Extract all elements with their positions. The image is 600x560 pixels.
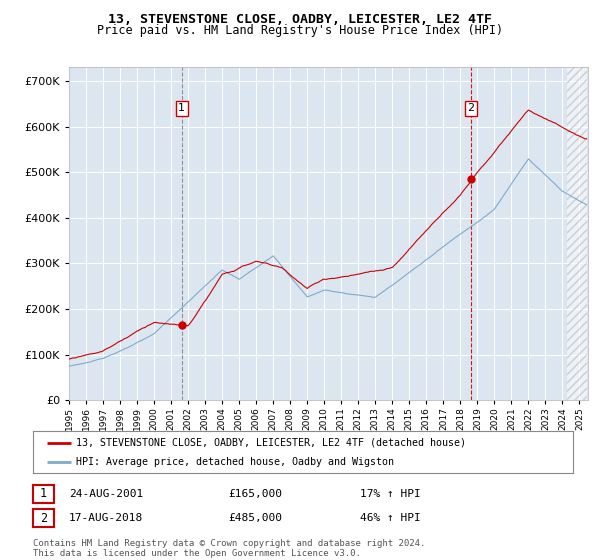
Text: £485,000: £485,000: [228, 513, 282, 523]
Text: 13, STEVENSTONE CLOSE, OADBY, LEICESTER, LE2 4TF: 13, STEVENSTONE CLOSE, OADBY, LEICESTER,…: [108, 13, 492, 26]
Text: 17% ↑ HPI: 17% ↑ HPI: [360, 489, 421, 499]
Text: 13, STEVENSTONE CLOSE, OADBY, LEICESTER, LE2 4TF (detached house): 13, STEVENSTONE CLOSE, OADBY, LEICESTER,…: [76, 437, 466, 447]
Text: 17-AUG-2018: 17-AUG-2018: [69, 513, 143, 523]
Text: HPI: Average price, detached house, Oadby and Wigston: HPI: Average price, detached house, Oadb…: [76, 457, 394, 467]
Text: 2: 2: [467, 103, 475, 113]
Text: Price paid vs. HM Land Registry's House Price Index (HPI): Price paid vs. HM Land Registry's House …: [97, 24, 503, 38]
Text: 24-AUG-2001: 24-AUG-2001: [69, 489, 143, 499]
Text: £165,000: £165,000: [228, 489, 282, 499]
Text: Contains HM Land Registry data © Crown copyright and database right 2024.
This d: Contains HM Land Registry data © Crown c…: [33, 539, 425, 558]
Text: 46% ↑ HPI: 46% ↑ HPI: [360, 513, 421, 523]
Text: 1: 1: [178, 103, 185, 113]
Text: 2: 2: [40, 511, 47, 525]
Text: 1: 1: [40, 487, 47, 501]
